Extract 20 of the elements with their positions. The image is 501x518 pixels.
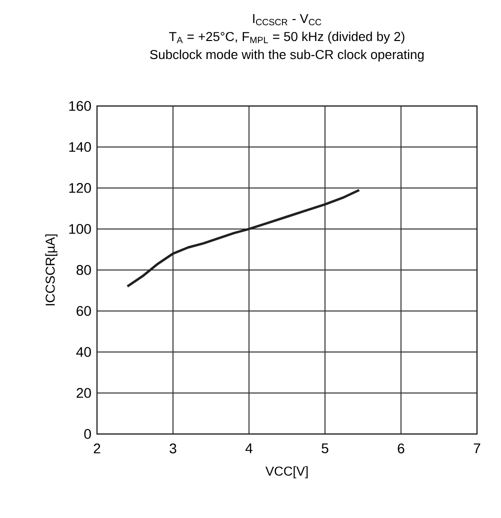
y-tick-label: 40 [76,347,91,357]
y-tick-label: 80 [76,265,91,275]
x-tick-label: 4 [245,444,252,454]
chart-subtitle: T$_{A}$ = +25°C, F$_{MPL}$ = 50 kHz (divided by 2) [169,32,404,44]
x-tick-label: 5 [322,444,328,454]
y-tick-label: 140 [69,142,91,152]
x-tick-label: 2 [94,444,100,454]
x-tick-label: 3 [170,444,176,454]
y-tick-label: 100 [69,224,91,234]
chart-title: I$_{CCSCR}$ - V$_{CC}$ [253,14,322,26]
x-tick-label: 6 [398,444,404,454]
y-tick-label: 120 [69,183,91,193]
x-axis-title: VCC[V] [265,466,308,478]
y-tick-label: 0 [84,429,91,439]
y-tick-label: 60 [76,306,91,316]
y-tick-label: 160 [69,101,91,111]
text: Subclock mode with the sub-CR clock operating [150,50,424,62]
y-axis-title: ICCSCR[µA] [45,234,58,306]
x-tick-label: 7 [474,444,480,454]
y-tick-label: 20 [76,388,91,398]
